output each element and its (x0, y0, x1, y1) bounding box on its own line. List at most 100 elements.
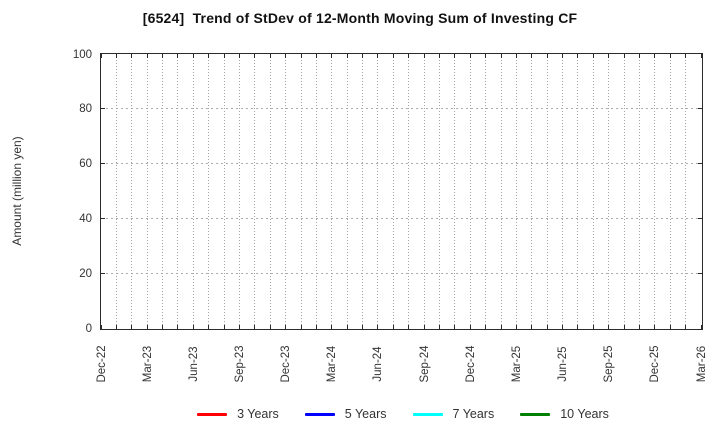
vertical-gridline (654, 54, 656, 329)
vertical-gridline (500, 54, 502, 329)
x-tick-mark (562, 54, 564, 58)
x-tick-mark (300, 325, 302, 329)
x-tick-mark (100, 54, 102, 58)
x-tick-mark (131, 54, 133, 58)
x-tick-mark (238, 325, 240, 329)
x-tick-mark (531, 54, 533, 58)
vertical-gridline (546, 54, 548, 329)
x-tick-mark (115, 325, 117, 329)
x-tick-mark (623, 54, 625, 58)
x-tick-mark (546, 54, 548, 58)
legend-line-swatch (520, 412, 551, 416)
x-tick-mark (700, 325, 702, 329)
plot-area (100, 53, 703, 330)
x-tick-mark (515, 54, 517, 58)
x-tick-mark (562, 325, 564, 329)
legend-item: 10 Years (520, 407, 609, 421)
chart-title: [6524] Trend of StDev of 12-Month Moving… (142, 10, 578, 26)
x-tick-mark (377, 325, 379, 329)
y-tick-mark (698, 272, 702, 274)
horizontal-gridline (101, 272, 702, 274)
x-tick-mark (608, 54, 610, 58)
x-tick-mark (162, 54, 164, 58)
x-tick-mark (331, 54, 333, 58)
y-tick-mark (101, 163, 105, 165)
x-tick-label: Mar-26 (695, 345, 708, 383)
x-tick-mark (500, 325, 502, 329)
x-tick-mark (254, 325, 256, 329)
y-tick-label: 80 (79, 103, 92, 116)
x-tick-label: Sep-23 (233, 345, 246, 383)
y-tick-label: 100 (72, 48, 92, 61)
vertical-gridline (362, 54, 364, 329)
horizontal-gridline (101, 108, 702, 110)
x-tick-mark (669, 54, 671, 58)
y-tick-label: 40 (79, 212, 92, 225)
legend-label: 5 Years (344, 407, 387, 421)
x-tick-mark (192, 54, 194, 58)
vertical-gridline (146, 54, 148, 329)
x-tick-mark (177, 54, 179, 58)
x-tick-mark (669, 325, 671, 329)
vertical-gridline (315, 54, 317, 329)
legend-item: 5 Years (304, 407, 387, 421)
vertical-gridline (254, 54, 256, 329)
vertical-gridline (531, 54, 533, 329)
x-tick-label: Jun-23 (187, 346, 200, 382)
x-tick-mark (438, 325, 440, 329)
vertical-gridline (115, 54, 117, 329)
vertical-gridline (377, 54, 379, 329)
x-tick-mark (577, 54, 579, 58)
horizontal-gridline (101, 163, 702, 165)
x-tick-mark (485, 54, 487, 58)
y-tick-mark (101, 272, 105, 274)
x-tick-mark (654, 54, 656, 58)
x-tick-mark (577, 325, 579, 329)
x-tick-mark (392, 54, 394, 58)
legend-line-swatch (197, 412, 228, 416)
vertical-gridline (223, 54, 225, 329)
y-tick-mark (698, 163, 702, 165)
legend-item: 3 Years (197, 407, 279, 421)
x-tick-mark (592, 325, 594, 329)
legend-line-swatch (304, 412, 335, 416)
y-tick-label: 0 (85, 322, 92, 335)
x-tick-mark (269, 54, 271, 58)
x-tick-label: Sep-24 (418, 345, 431, 383)
x-tick-mark (531, 325, 533, 329)
y-tick-mark (101, 108, 105, 110)
x-tick-mark (177, 325, 179, 329)
x-tick-mark (408, 54, 410, 58)
y-axis-label: Amount (million yen) (10, 136, 24, 246)
vertical-gridline (300, 54, 302, 329)
x-tick-mark (331, 325, 333, 329)
vertical-gridline (685, 54, 687, 329)
vertical-gridline (577, 54, 579, 329)
x-tick-mark (515, 325, 517, 329)
y-tick-label: 60 (79, 158, 92, 171)
vertical-gridline (638, 54, 640, 329)
x-tick-label: Dec-25 (649, 345, 662, 383)
x-tick-mark (608, 325, 610, 329)
x-tick-mark (469, 54, 471, 58)
x-tick-mark (685, 54, 687, 58)
vertical-gridline (285, 54, 287, 329)
x-tick-mark (638, 54, 640, 58)
vertical-gridline (392, 54, 394, 329)
x-tick-mark (454, 54, 456, 58)
vertical-gridline (269, 54, 271, 329)
x-tick-mark (346, 54, 348, 58)
vertical-gridline (408, 54, 410, 329)
x-tick-mark (269, 325, 271, 329)
vertical-gridline (608, 54, 610, 329)
vertical-gridline (438, 54, 440, 329)
x-tick-mark (192, 325, 194, 329)
legend-label: 7 Years (452, 407, 495, 421)
x-tick-mark (408, 325, 410, 329)
vertical-gridline (192, 54, 194, 329)
x-tick-mark (346, 325, 348, 329)
x-tick-mark (485, 325, 487, 329)
vertical-gridline (562, 54, 564, 329)
vertical-gridline (669, 54, 671, 329)
